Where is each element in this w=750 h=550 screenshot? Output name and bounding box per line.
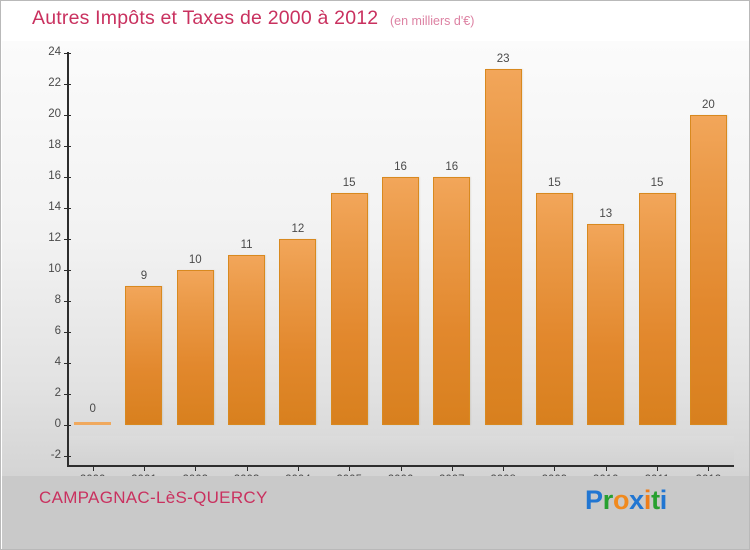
y-tick-mark bbox=[64, 270, 71, 271]
y-tick-mark bbox=[64, 425, 71, 426]
bar-value-label: 16 bbox=[445, 161, 459, 173]
y-tick-mark bbox=[64, 456, 71, 457]
y-axis-label: 20 bbox=[48, 108, 61, 120]
y-axis-label: 22 bbox=[48, 77, 61, 89]
bar-value-label: 13 bbox=[599, 207, 613, 220]
bar[interactable] bbox=[587, 223, 625, 425]
x-tick-mark bbox=[144, 466, 145, 471]
y-tick-mark bbox=[64, 53, 71, 54]
bar-value-label: 23 bbox=[496, 52, 510, 65]
x-tick-mark bbox=[503, 466, 504, 471]
y-axis-label: 18 bbox=[48, 139, 61, 151]
bar[interactable] bbox=[689, 115, 727, 425]
y-tick-mark bbox=[64, 363, 71, 364]
bar-value-label: 15 bbox=[548, 176, 561, 189]
logo-letter-o: o bbox=[612, 485, 630, 515]
x-tick-mark bbox=[93, 466, 94, 471]
x-tick-mark bbox=[349, 466, 350, 471]
bar[interactable] bbox=[382, 177, 419, 425]
bar-value-label: 0 bbox=[89, 403, 96, 415]
y-axis-label: 6 bbox=[54, 325, 61, 337]
bar-value-label: 20 bbox=[701, 99, 715, 111]
x-tick-mark bbox=[195, 466, 196, 471]
bar[interactable] bbox=[74, 422, 112, 425]
x-tick-mark bbox=[554, 466, 555, 471]
x-tick-mark bbox=[452, 466, 453, 471]
logo-letter-p: P bbox=[585, 485, 603, 515]
bar[interactable] bbox=[279, 239, 317, 425]
y-axis-label: 8 bbox=[54, 294, 61, 306]
x-axis-line bbox=[67, 465, 734, 467]
bar-value-label: 11 bbox=[240, 238, 253, 251]
chart-units-subtitle: (en milliers d'€) bbox=[390, 14, 475, 28]
logo-letter-t: t bbox=[651, 485, 660, 515]
y-tick-mark bbox=[64, 208, 71, 209]
x-tick-mark bbox=[247, 466, 248, 471]
y-tick-mark bbox=[64, 301, 71, 302]
bar[interactable] bbox=[535, 192, 573, 425]
y-axis-label: 14 bbox=[48, 201, 61, 213]
bar[interactable] bbox=[638, 192, 676, 425]
y-tick-mark bbox=[64, 177, 71, 178]
y-tick-mark bbox=[64, 394, 71, 395]
bar[interactable] bbox=[176, 270, 214, 425]
y-tick-mark bbox=[64, 146, 71, 147]
bar[interactable] bbox=[484, 68, 522, 425]
chart-footer: CAMPAGNAC-LèS-QUERCY Proxiti bbox=[2, 476, 749, 549]
page-title: Autres Impôts et Taxes de 2000 à 2012 bbox=[32, 7, 379, 29]
y-axis-label: 2 bbox=[54, 387, 61, 399]
logo-letter-i-first: i bbox=[643, 485, 652, 515]
bar-value-label: 9 bbox=[140, 269, 148, 282]
y-tick-mark bbox=[64, 332, 71, 333]
x-tick-mark bbox=[657, 466, 658, 471]
bar-value-label: 12 bbox=[291, 223, 305, 235]
bar-value-label: 16 bbox=[394, 161, 407, 173]
x-tick-mark bbox=[401, 466, 402, 471]
y-axis-label: 12 bbox=[48, 232, 61, 244]
y-axis-label: -2 bbox=[50, 449, 61, 461]
bar-value-label: 15 bbox=[650, 176, 664, 189]
proxiti-logo[interactable]: Proxiti bbox=[585, 485, 667, 516]
commune-name: CAMPAGNAC-LèS-QUERCY bbox=[39, 488, 268, 507]
chart-header: Autres Impôts et Taxes de 2000 à 2012 (e… bbox=[1, 1, 749, 41]
y-axis-label: 4 bbox=[54, 356, 61, 368]
y-axis-label: 16 bbox=[48, 170, 61, 182]
logo-letter-i-second: i bbox=[659, 485, 668, 515]
y-tick-mark bbox=[64, 115, 71, 116]
below-zero-band bbox=[67, 436, 734, 466]
logo-letter-x: x bbox=[629, 485, 644, 515]
x-tick-mark bbox=[298, 466, 299, 471]
bar-value-label: 10 bbox=[188, 254, 202, 266]
bar[interactable] bbox=[125, 285, 163, 425]
y-axis-label: 0 bbox=[54, 418, 61, 430]
y-axis-label: 10 bbox=[48, 263, 61, 275]
y-axis-line bbox=[67, 52, 69, 466]
x-tick-mark bbox=[708, 466, 709, 471]
bar-value-label: 15 bbox=[342, 176, 356, 189]
bar[interactable] bbox=[228, 254, 266, 425]
bar[interactable] bbox=[433, 177, 471, 425]
logo-letter-r: r bbox=[602, 485, 614, 515]
bar[interactable] bbox=[330, 192, 368, 425]
y-tick-mark bbox=[64, 239, 71, 240]
x-tick-mark bbox=[606, 466, 607, 471]
y-tick-mark bbox=[64, 84, 71, 85]
y-axis-label: 24 bbox=[48, 46, 61, 58]
